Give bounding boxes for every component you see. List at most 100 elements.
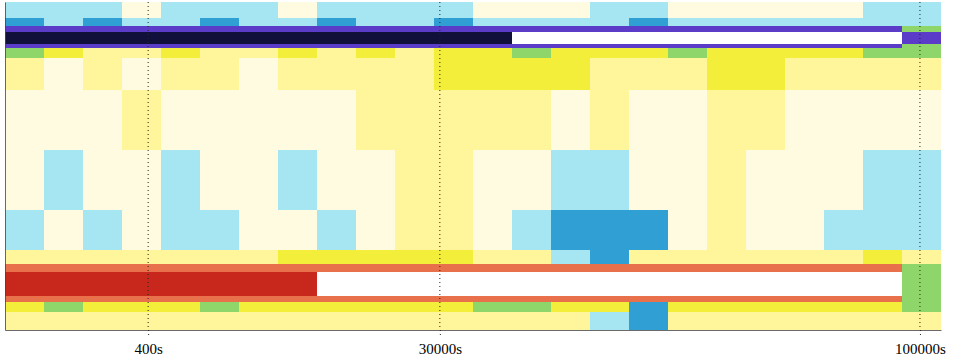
x-tick: 100000s (895, 330, 946, 357)
heatmap-cell (200, 26, 239, 32)
heatmap-cell (239, 48, 278, 58)
heatmap-cell (824, 2, 863, 18)
heatmap-cell (824, 58, 863, 90)
heatmap-cell (746, 2, 785, 18)
heatmap-cell (317, 210, 356, 250)
heatmap-cell (551, 90, 590, 150)
heatmap-cell (785, 272, 824, 296)
heatmap-cell (356, 90, 395, 150)
heatmap-cell (356, 210, 395, 250)
heatmap-cell (668, 90, 707, 150)
heatmap-cell (395, 32, 434, 44)
heatmap-cell (44, 18, 83, 26)
heatmap-cell (551, 58, 590, 90)
heatmap-cell (473, 312, 512, 330)
chart: 400s30000s100000s (0, 0, 968, 360)
heatmap-cell (746, 44, 785, 48)
y-axis-line (5, 3, 6, 331)
heatmap-cell (512, 264, 551, 272)
heatmap-cell (239, 312, 278, 330)
heatmap-cell (824, 264, 863, 272)
heatmap-cell (746, 32, 785, 44)
heatmap-cell (395, 18, 434, 26)
heatmap-cell (785, 250, 824, 264)
heatmap-cell (668, 48, 707, 58)
heatmap-cell (863, 296, 902, 302)
heatmap-cell (473, 2, 512, 18)
heatmap-cell (629, 44, 668, 48)
heatmap-cell (902, 312, 941, 330)
heatmap-cell (317, 18, 356, 26)
heatmap-cell (434, 296, 473, 302)
heatmap-cell (317, 150, 356, 210)
heatmap-cell (161, 272, 200, 296)
heatmap-cell (902, 26, 941, 32)
heatmap-cell (200, 210, 239, 250)
heatmap-cell (785, 44, 824, 48)
heatmap-cell (356, 302, 395, 312)
heatmap-cell (824, 44, 863, 48)
heatmap-cell (434, 150, 473, 210)
y-axis (5, 3, 6, 331)
heatmap-cell (356, 48, 395, 58)
heatmap-cell (317, 264, 356, 272)
heatmap-cell (902, 58, 941, 90)
heatmap-cell (551, 18, 590, 26)
heatmap-cell (551, 44, 590, 48)
heatmap-cell (44, 312, 83, 330)
heatmap-cell (512, 210, 551, 250)
heatmap-cell (200, 264, 239, 272)
heatmap-cell (278, 250, 317, 264)
heatmap-cell (707, 150, 746, 210)
heatmap-cell (278, 312, 317, 330)
heatmap-cell (551, 296, 590, 302)
heatmap-cell (551, 26, 590, 32)
heatmap-cell (434, 272, 473, 296)
heatmap-cell (551, 150, 590, 210)
heatmap-cell (122, 312, 161, 330)
heatmap-cell (395, 150, 434, 210)
heatmap-cell (902, 250, 941, 264)
heatmap-cell (356, 2, 395, 18)
heatmap-cell (707, 250, 746, 264)
heatmap-cell (746, 18, 785, 26)
heatmap-cell (317, 58, 356, 90)
heatmap-cell (668, 58, 707, 90)
heatmap-cell (551, 302, 590, 312)
heatmap-cell (200, 312, 239, 330)
heatmap-cell (902, 272, 941, 296)
heatmap-cell (746, 250, 785, 264)
heatmap-cell (707, 18, 746, 26)
heatmap-cell (161, 48, 200, 58)
heatmap-cell (122, 18, 161, 26)
heatmap-cell (863, 48, 902, 58)
heatmap-cell (83, 32, 122, 44)
heatmap-cell (278, 302, 317, 312)
heatmap-cell (473, 26, 512, 32)
heatmap-cell (473, 150, 512, 210)
heatmap-cell (590, 296, 629, 302)
heatmap-cell (356, 26, 395, 32)
heatmap-cell (317, 44, 356, 48)
heatmap-cell (83, 302, 122, 312)
heatmap-cell (5, 272, 44, 296)
heatmap-cell (590, 26, 629, 32)
heatmap-cell (161, 250, 200, 264)
heatmap-cell (278, 32, 317, 44)
heatmap-cell (785, 302, 824, 312)
heatmap-cell (239, 150, 278, 210)
heatmap-cell (551, 32, 590, 44)
heatmap-cell (5, 18, 44, 26)
heatmap-cell (239, 18, 278, 26)
heatmap-cell (356, 32, 395, 44)
heatmap-cell (200, 302, 239, 312)
heatmap-cell (200, 250, 239, 264)
heatmap-cell (551, 264, 590, 272)
heatmap-cell (785, 90, 824, 150)
x-tick: 400s (134, 330, 163, 357)
heatmap-cell (395, 44, 434, 48)
heatmap-cell (746, 312, 785, 330)
heatmap-cell (161, 26, 200, 32)
heatmap-cell (5, 312, 44, 330)
heatmap-cell (668, 26, 707, 32)
